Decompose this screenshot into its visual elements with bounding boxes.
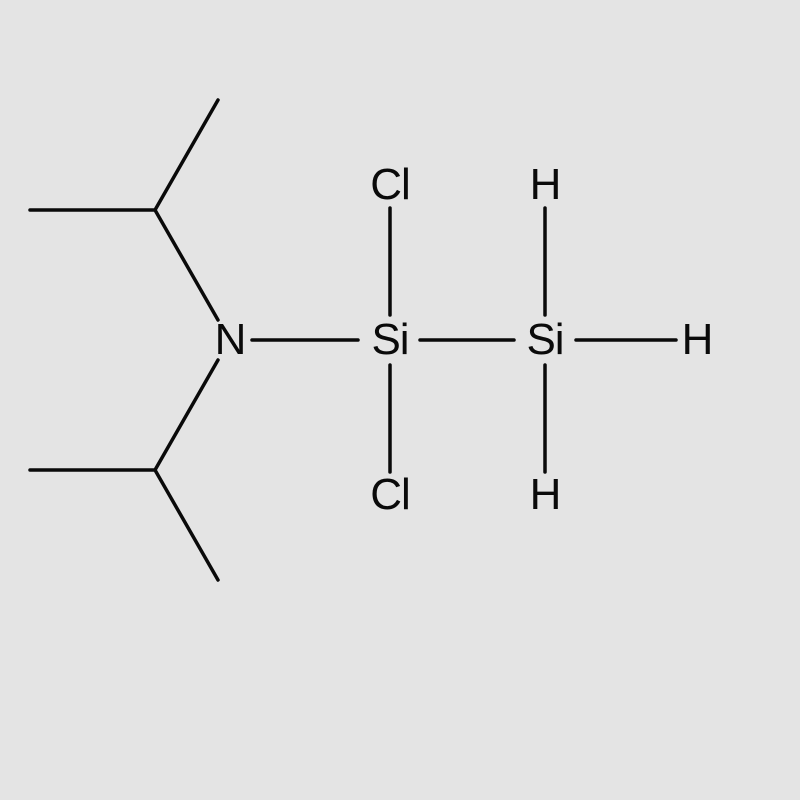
atom-Cl2: Cl: [370, 470, 410, 520]
bond: [155, 210, 218, 320]
atom-Si2: Si: [526, 315, 563, 365]
bond-layer: [0, 0, 800, 800]
atom-H3: H: [530, 470, 561, 520]
bond: [155, 100, 218, 210]
atom-Cl1: Cl: [370, 160, 410, 210]
atom-N: N: [215, 315, 246, 365]
atom-H2: H: [682, 315, 713, 365]
atom-H1: H: [530, 160, 561, 210]
chemical-structure: N Si Si Cl Cl H H H: [0, 0, 800, 800]
bond: [155, 360, 218, 470]
atom-Si1: Si: [371, 315, 408, 365]
bond: [155, 470, 218, 580]
